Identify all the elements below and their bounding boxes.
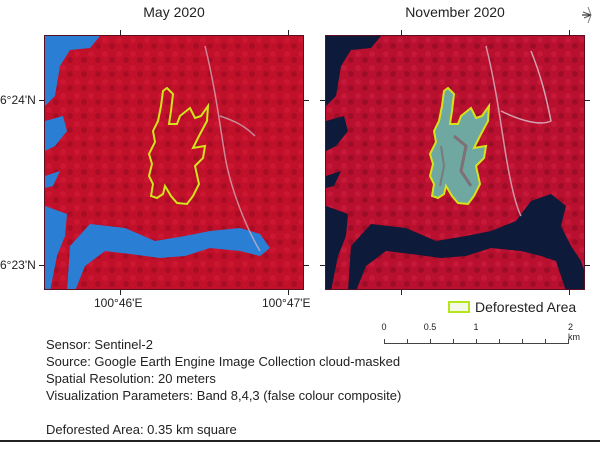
satellite-image-november-2020 xyxy=(326,36,584,289)
latitude-label-6-23: 6°23'N xyxy=(0,258,36,272)
scale-tick xyxy=(476,339,477,344)
scale-tick xyxy=(545,339,546,344)
scale-tick xyxy=(453,339,454,344)
scale-tick xyxy=(499,339,500,344)
map-panel-may-2020 xyxy=(44,35,304,290)
scale-label-0-5: 0.5 xyxy=(423,322,437,332)
scale-bar: 0 0.5 1 2 km xyxy=(381,322,580,352)
visualization-text: Visualization Parameters: Band 8,4,3 (fa… xyxy=(46,388,402,403)
scale-tick xyxy=(568,339,569,344)
satellite-image-may-2020 xyxy=(45,36,303,289)
deforested-area-outline xyxy=(147,86,210,206)
map-panel-november-2020 xyxy=(325,35,585,290)
source-text: Source: Google Earth Engine Image Collec… xyxy=(46,354,401,369)
scale-tick xyxy=(522,339,523,344)
panel-title-may-2020: May 2020 xyxy=(143,4,205,20)
scale-tick xyxy=(407,339,408,344)
tick xyxy=(401,290,402,295)
tick xyxy=(39,265,44,266)
tick xyxy=(569,290,570,295)
map-metadata: Sensor: Sentinel-2 Source: Google Earth … xyxy=(46,336,401,438)
latitude-label-6-24: 6°24'N xyxy=(0,93,36,107)
sensor-text: Sensor: Sentinel-2 xyxy=(46,337,153,352)
tick xyxy=(585,265,590,266)
tick xyxy=(120,30,121,35)
scale-tick xyxy=(430,339,431,344)
scale-label-0: 0 xyxy=(381,322,387,332)
north-arrow-icon xyxy=(582,6,600,24)
tick xyxy=(304,265,309,266)
scale-label-2km: 2 km xyxy=(568,322,580,342)
bottom-divider xyxy=(0,440,600,442)
map-legend: Deforested Area xyxy=(448,299,576,315)
scale-label-1: 1 xyxy=(473,322,479,332)
tick xyxy=(320,265,325,266)
tick xyxy=(288,290,289,295)
spacer xyxy=(46,404,401,421)
panel-title-november-2020: November 2020 xyxy=(405,4,505,20)
deforested-area-outline xyxy=(428,86,491,206)
deforested-area-text: Deforested Area: 0.35 km square xyxy=(46,422,237,437)
tick xyxy=(585,100,590,101)
tick xyxy=(120,290,121,295)
resolution-text: Spatial Resolution: 20 meters xyxy=(46,371,216,386)
longitude-label-100-46: 100°46'E xyxy=(94,296,143,310)
tick xyxy=(288,30,289,35)
tick xyxy=(401,30,402,35)
deforested-area-swatch xyxy=(448,301,470,313)
tick xyxy=(569,30,570,35)
scale-tick xyxy=(384,339,385,344)
tick xyxy=(39,100,44,101)
tick xyxy=(320,100,325,101)
longitude-label-100-47: 100°47'E xyxy=(262,296,311,310)
tick xyxy=(304,100,309,101)
legend-label: Deforested Area xyxy=(475,299,577,315)
